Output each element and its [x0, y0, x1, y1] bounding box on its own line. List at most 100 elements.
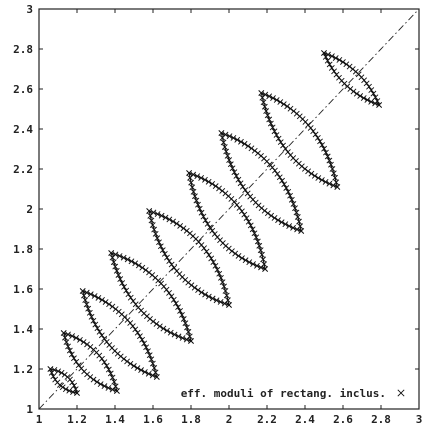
data-point-x — [323, 149, 329, 156]
legend-x-glyph — [397, 389, 405, 397]
data-point-x — [363, 80, 370, 87]
data-point-x — [275, 135, 282, 142]
data-point-x — [271, 128, 278, 135]
data-point-x — [97, 381, 104, 388]
data-point-x — [180, 316, 187, 322]
data-point-x — [117, 276, 124, 283]
data-point-x — [298, 228, 305, 234]
data-point-x — [137, 333, 143, 340]
data-point-x — [330, 182, 337, 189]
data-point-x — [208, 255, 215, 262]
data-point-x — [276, 174, 283, 181]
data-point-x — [258, 264, 264, 271]
data-point-x — [292, 205, 298, 212]
data-point-x — [65, 343, 71, 350]
data-point-x — [251, 147, 258, 154]
data-point-x — [310, 128, 317, 135]
data-point-x — [138, 367, 145, 374]
data-point-x — [343, 61, 350, 68]
data-point-x — [127, 294, 134, 301]
lower-bound-curve — [82, 290, 157, 378]
data-point-x — [167, 329, 174, 336]
data-point-x — [286, 223, 293, 229]
data-point-x — [322, 179, 329, 185]
data-point-x — [248, 145, 255, 152]
data-point-x — [206, 224, 213, 231]
data-point-x — [267, 120, 274, 127]
data-point-x — [280, 142, 286, 149]
x-tick-label: 1.4 — [105, 413, 125, 426]
reference-line — [38, 8, 420, 410]
data-point-x — [202, 176, 208, 183]
data-point-x — [214, 266, 221, 273]
data-point-x — [287, 105, 294, 112]
data-point-x — [315, 175, 322, 181]
data-point-x — [47, 366, 54, 372]
data-point-x — [202, 217, 209, 224]
data-point-x — [142, 267, 149, 273]
data-point-x — [173, 220, 180, 227]
data-point-x — [69, 379, 76, 386]
data-point-x — [220, 139, 227, 146]
data-point-x — [48, 369, 55, 376]
data-point-x — [227, 161, 234, 168]
data-point-x — [266, 93, 273, 100]
data-point-x — [311, 172, 318, 179]
data-point-x — [290, 224, 296, 231]
data-point-x — [236, 205, 243, 211]
data-point-x — [219, 134, 226, 141]
data-point-x — [108, 250, 115, 256]
data-point-x — [261, 103, 268, 110]
data-point-x — [147, 212, 154, 219]
data-point-x — [226, 133, 233, 140]
data-point-x — [376, 102, 383, 108]
data-point-x — [168, 261, 175, 268]
data-point-x — [94, 325, 101, 332]
data-point-x — [273, 132, 280, 138]
data-point-x — [210, 259, 217, 266]
data-point-x — [260, 99, 267, 106]
data-point-x — [198, 209, 205, 216]
data-point-x — [149, 222, 156, 228]
data-point-x — [177, 222, 184, 229]
x-tick-label: 2.2 — [257, 413, 277, 426]
data-point-x — [326, 157, 333, 164]
data-point-x — [329, 53, 335, 60]
data-point-x — [296, 218, 302, 225]
data-point-x — [166, 290, 172, 296]
data-point-x — [370, 90, 377, 97]
data-point-x — [250, 261, 256, 267]
data-point-x — [235, 176, 242, 183]
data-point-x — [80, 292, 87, 299]
lower-bound-curve — [148, 210, 230, 306]
data-point-x — [209, 180, 216, 187]
data-point-x — [96, 328, 103, 335]
data-point-x — [180, 225, 187, 232]
data-point-x — [163, 286, 170, 293]
x-tick-label: 1.8 — [181, 413, 201, 426]
data-point-x — [166, 216, 173, 223]
data-point-x — [186, 170, 193, 176]
data-point-x — [259, 251, 265, 258]
data-point-x — [254, 262, 260, 269]
data-point-x — [164, 327, 170, 334]
data-point-x — [130, 298, 137, 304]
data-point-x — [139, 264, 146, 271]
data-point-x — [160, 325, 167, 332]
data-point-x — [193, 197, 200, 204]
data-point-x — [62, 334, 68, 341]
data-point-x — [274, 170, 281, 177]
data-point-x — [222, 288, 229, 294]
data-point-x — [128, 258, 135, 265]
x-tick-label: 1 — [36, 413, 43, 426]
data-point-x — [256, 242, 263, 249]
data-point-x — [268, 212, 275, 219]
data-point-x — [201, 245, 207, 252]
data-point-x — [221, 300, 228, 307]
data-point-x — [287, 192, 293, 199]
data-point-x — [205, 178, 212, 185]
data-point-x — [95, 294, 102, 301]
data-point-x — [101, 383, 108, 390]
data-point-x — [288, 196, 295, 203]
